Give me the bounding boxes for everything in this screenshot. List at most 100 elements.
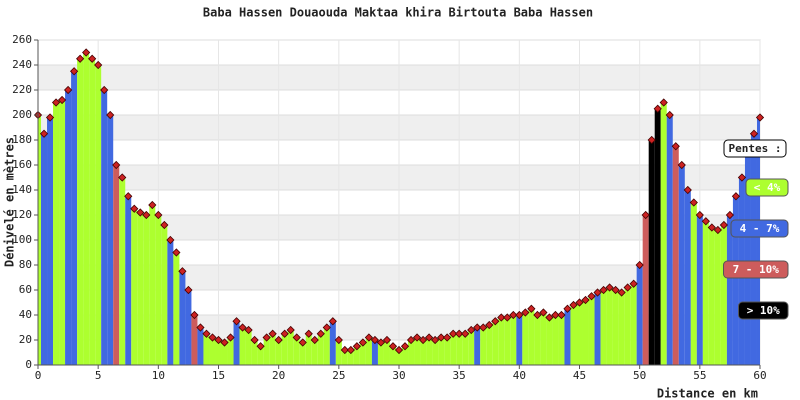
bar xyxy=(702,221,709,365)
y-tick-label: 200 xyxy=(12,108,32,121)
bar xyxy=(522,312,529,365)
bar xyxy=(564,308,571,365)
point-marker xyxy=(503,313,512,322)
point-marker xyxy=(286,325,295,335)
bar xyxy=(353,346,360,365)
bar xyxy=(420,340,427,365)
point-marker xyxy=(593,288,602,297)
y-tick-label: 0 xyxy=(25,358,32,371)
point-marker xyxy=(184,285,193,295)
point-marker xyxy=(154,210,163,220)
bar xyxy=(131,208,138,365)
point-marker xyxy=(719,220,729,230)
x-tick-label: 60 xyxy=(753,369,766,382)
point-marker xyxy=(406,335,416,345)
point-marker xyxy=(328,317,337,326)
bar xyxy=(468,330,475,365)
bar xyxy=(59,100,66,365)
bar xyxy=(666,115,673,365)
y-tick-label: 100 xyxy=(12,233,32,246)
bar xyxy=(41,133,48,365)
bar xyxy=(570,305,577,365)
point-marker xyxy=(533,310,542,320)
y-tick-label: 180 xyxy=(12,133,32,146)
bar xyxy=(197,327,204,365)
bar xyxy=(510,315,517,365)
bar xyxy=(534,315,541,365)
point-marker xyxy=(202,329,211,338)
point-marker xyxy=(244,325,253,335)
point-marker xyxy=(424,333,434,342)
point-marker xyxy=(106,110,115,120)
point-marker xyxy=(274,335,283,345)
bar xyxy=(426,337,433,365)
bar xyxy=(438,337,445,365)
bars xyxy=(38,52,760,365)
legend-swatch xyxy=(745,178,789,197)
bar xyxy=(215,340,222,365)
bar xyxy=(389,346,396,365)
bar xyxy=(750,133,757,365)
bar xyxy=(137,212,144,365)
point-marker xyxy=(142,210,151,220)
bar xyxy=(648,140,655,365)
legend-label: 4 - 7% xyxy=(740,222,780,235)
legend-label: > 10% xyxy=(747,304,780,317)
bar xyxy=(341,350,348,365)
bar xyxy=(672,146,679,365)
bar xyxy=(179,271,186,365)
bar xyxy=(233,321,240,365)
point-marker xyxy=(467,325,476,335)
bar xyxy=(161,225,168,365)
chart-title: Baba Hassen Douaouda Maktaa khira Birtou… xyxy=(203,6,593,20)
bar xyxy=(71,71,78,365)
bar xyxy=(95,65,102,365)
bar xyxy=(744,152,751,365)
bar xyxy=(77,58,84,365)
bar xyxy=(377,342,384,365)
bar xyxy=(558,315,565,365)
y-tick-label: 40 xyxy=(19,308,32,321)
point-marker xyxy=(118,173,127,182)
bar xyxy=(756,117,760,365)
bar xyxy=(588,296,595,365)
bar xyxy=(239,327,246,365)
legend-title: Pentes : xyxy=(729,142,782,155)
bar xyxy=(335,340,342,365)
bar xyxy=(642,215,649,365)
point-marker xyxy=(190,310,199,320)
bar xyxy=(323,327,330,365)
bar xyxy=(708,227,715,365)
bar xyxy=(714,230,721,365)
point-marker xyxy=(238,323,247,332)
point-marker xyxy=(581,295,590,305)
point-marker xyxy=(370,335,380,345)
point-marker xyxy=(629,279,638,288)
bar xyxy=(654,108,661,365)
point-marker xyxy=(268,329,277,338)
bar xyxy=(287,330,294,365)
point-marker xyxy=(63,85,73,95)
bar xyxy=(251,340,258,365)
point-marker xyxy=(527,304,536,313)
legend-swatch xyxy=(738,301,789,320)
point-marker xyxy=(455,329,464,338)
bar xyxy=(630,283,637,365)
point-marker xyxy=(749,129,759,138)
point-marker xyxy=(430,335,440,345)
x-tick-label: 15 xyxy=(212,369,225,382)
point-marker xyxy=(713,225,722,235)
bar xyxy=(600,290,607,365)
x-axis-title: Distance en km xyxy=(657,387,758,400)
y-axis-title: Dénivelé en mètres xyxy=(3,137,17,267)
point-marker xyxy=(57,95,67,105)
point-marker xyxy=(695,210,704,220)
point-marker xyxy=(575,298,584,307)
point-marker xyxy=(316,329,325,338)
bar xyxy=(636,265,643,365)
point-marker xyxy=(51,98,61,107)
bar xyxy=(221,342,228,365)
point-marker xyxy=(623,283,632,292)
y-tick-label: 80 xyxy=(19,258,32,271)
point-marker xyxy=(214,335,223,345)
